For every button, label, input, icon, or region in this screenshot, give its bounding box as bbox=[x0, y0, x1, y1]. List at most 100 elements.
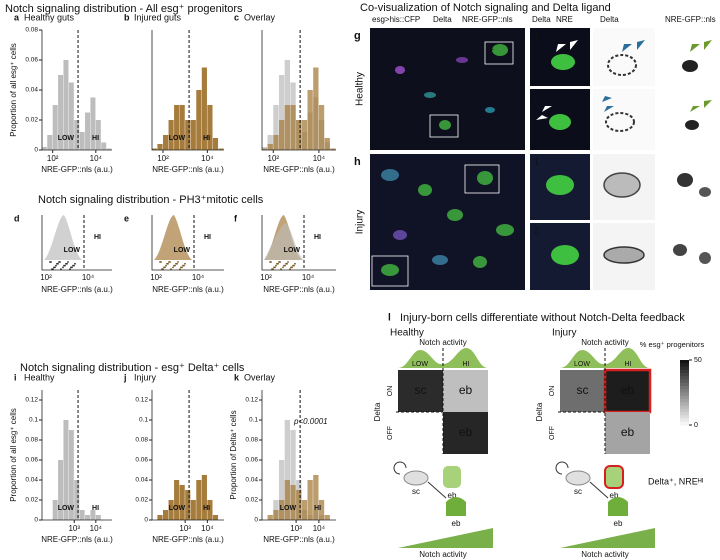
y-tick-label: 0.04 bbox=[135, 477, 148, 484]
colorbar-step bbox=[680, 421, 689, 426]
hist-bar bbox=[324, 138, 330, 150]
x-tick-label: 10⁴ bbox=[313, 154, 326, 163]
cell-dot bbox=[183, 264, 185, 267]
cell-dot bbox=[181, 266, 183, 269]
colorbar-step bbox=[680, 408, 689, 413]
hi-label: HI bbox=[92, 505, 99, 512]
hist-bar bbox=[296, 120, 302, 150]
section-title: Co-visualization of Notch signaling and … bbox=[360, 2, 611, 14]
channel-label: Delta bbox=[600, 15, 619, 24]
condition-label: Injury bbox=[355, 210, 366, 234]
hi-label: HI bbox=[314, 505, 321, 512]
y-tick-label: 0.1 bbox=[29, 417, 38, 424]
cell-dot bbox=[293, 264, 295, 267]
inset-number: 1 bbox=[490, 45, 494, 52]
cell-dot bbox=[279, 261, 281, 263]
hist-bar bbox=[207, 500, 213, 520]
hist-bar bbox=[63, 60, 69, 150]
x-tick-label: 10² bbox=[47, 154, 59, 163]
arrow bbox=[589, 481, 609, 499]
hist-bar bbox=[101, 142, 107, 150]
hist-bar bbox=[174, 480, 180, 520]
inset-number: 1 bbox=[470, 168, 474, 175]
low-label: LOW bbox=[58, 135, 75, 142]
axes bbox=[151, 215, 224, 271]
hist-bar bbox=[262, 148, 268, 150]
notch-curve bbox=[398, 348, 488, 368]
panel-letter: a bbox=[14, 12, 20, 22]
hist-bar bbox=[58, 75, 64, 150]
colorbar-step bbox=[680, 402, 689, 406]
y-tick-label: 0.04 bbox=[25, 87, 38, 94]
x-axis-label: NRE-GFP::nls (a.u.) bbox=[263, 285, 335, 294]
cell-label: eb bbox=[459, 383, 473, 397]
cell-label: sc bbox=[415, 383, 427, 397]
colorbar-step bbox=[680, 412, 689, 416]
p-value: p<0.0001 bbox=[293, 417, 328, 426]
hist-bar bbox=[162, 510, 169, 520]
x-axis-label: NRE-GFP::nls (a.u.) bbox=[41, 165, 113, 174]
heat-cell bbox=[560, 370, 605, 412]
hist-bar bbox=[79, 510, 85, 520]
condition-title: Healthy bbox=[390, 328, 424, 339]
y-tick-label: 0.04 bbox=[245, 477, 258, 484]
inset-number: 1 bbox=[534, 30, 539, 40]
panel-title: Injured guts bbox=[134, 12, 182, 22]
colorbar-step bbox=[680, 392, 689, 397]
x-tick-label: 10³ bbox=[290, 524, 302, 533]
y-tick-label: 0 bbox=[144, 517, 148, 524]
inset-number: 2 bbox=[377, 259, 381, 266]
channel-label: NRE-GFP::nls bbox=[665, 15, 716, 24]
hi-label: HI bbox=[203, 135, 210, 142]
y-tick-label: 0.06 bbox=[25, 457, 38, 464]
panel-letter: e bbox=[124, 213, 129, 223]
on-label: ON bbox=[387, 386, 394, 397]
sc-cell bbox=[565, 470, 591, 486]
hist-bar bbox=[324, 515, 330, 520]
hist-bar bbox=[278, 120, 285, 150]
panel-title: Injury bbox=[134, 372, 157, 382]
inset-number: 2 bbox=[435, 118, 439, 125]
cell-label: sc bbox=[577, 383, 589, 397]
y-axis-label: Proportion of all esg⁺ cells bbox=[9, 43, 18, 137]
y-tick-label: 0.02 bbox=[25, 497, 38, 504]
cell-dot bbox=[167, 262, 169, 265]
eb-cell bbox=[604, 465, 624, 489]
x-tick-label: 10⁴ bbox=[201, 154, 214, 163]
x-axis-label: NRE-GFP::nls (a.u.) bbox=[263, 165, 335, 174]
x-tick-label: 10⁴ bbox=[90, 154, 103, 163]
hi-label: HI bbox=[463, 361, 470, 368]
panel-letter: g bbox=[354, 30, 361, 42]
y-tick-label: 0.06 bbox=[245, 457, 258, 464]
hist-bar bbox=[301, 500, 308, 520]
axes bbox=[261, 215, 336, 271]
cell-dot bbox=[74, 262, 76, 265]
y-tick-label: 0 bbox=[254, 517, 258, 524]
diagram-label: eb bbox=[614, 519, 623, 528]
inset-number: 2 bbox=[534, 225, 539, 235]
sc-cell bbox=[403, 470, 429, 486]
y-axis-label: Proportion of Delta⁺ cells bbox=[229, 410, 238, 499]
cell-dot bbox=[172, 266, 174, 269]
hist-bar bbox=[185, 120, 191, 150]
hist-bar bbox=[168, 500, 174, 520]
cell-dot bbox=[284, 264, 286, 267]
y-tick-label: 0.08 bbox=[25, 437, 38, 444]
x-tick-label: 10³ bbox=[68, 524, 80, 533]
panel-letter: f bbox=[234, 213, 238, 223]
hist-bar bbox=[79, 132, 85, 150]
hist-bar bbox=[68, 430, 74, 520]
cell-dot bbox=[291, 266, 293, 269]
hist-bar bbox=[278, 75, 285, 150]
panel-title: Healthy guts bbox=[24, 12, 75, 22]
cell-label: eb bbox=[621, 425, 635, 439]
cell-dot bbox=[67, 261, 69, 263]
x-axis-label: NRE-GFP::nls (a.u.) bbox=[41, 285, 113, 294]
hist-bar bbox=[273, 135, 279, 150]
y-tick-label: 0 bbox=[34, 147, 38, 154]
channel-label: esg>his::CFP bbox=[372, 15, 420, 24]
heat-cell bbox=[398, 370, 443, 412]
hist-bar bbox=[307, 480, 313, 520]
heat-cell bbox=[603, 368, 652, 414]
x-tick-label: 10² bbox=[40, 273, 52, 282]
